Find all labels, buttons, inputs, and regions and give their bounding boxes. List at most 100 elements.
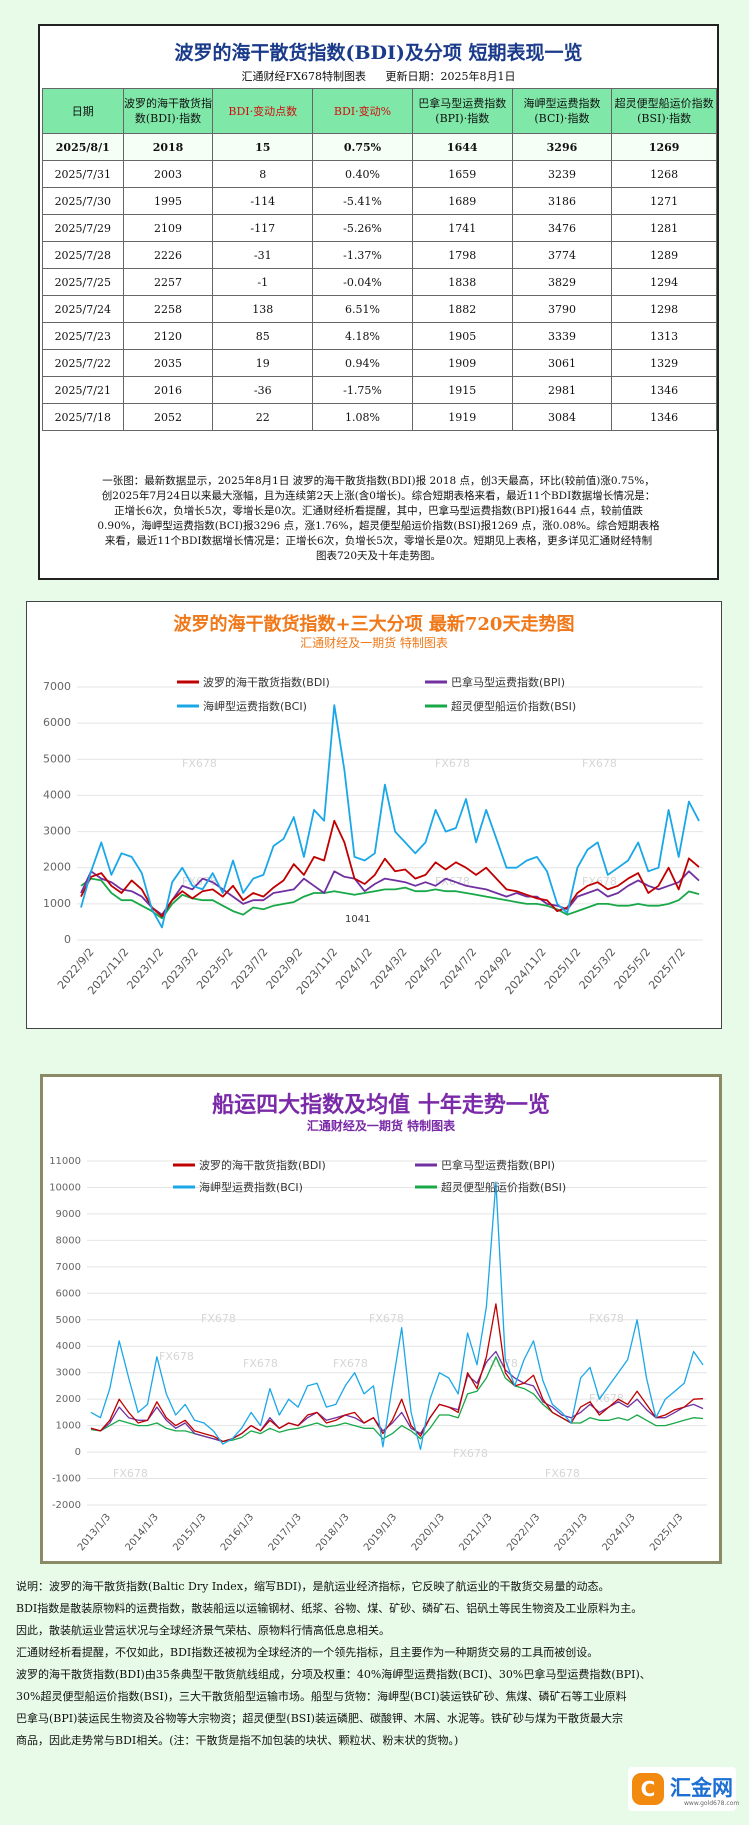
table-cell: 0.94% [312,349,413,377]
chart1-svg: 010002000300040005000600070002022/9/2202… [43,675,703,997]
table-cell: 1689 [411,187,513,215]
watermark: FX678 [369,1312,404,1325]
x-tick-label: 2015/1/3 [171,1512,208,1553]
x-tick-label: 2025/1/3 [648,1512,685,1553]
table-cell: 2025/7/22 [42,349,124,377]
watermark: FX678 [201,1312,236,1325]
table-cell: -1 [212,268,314,296]
summary-commentary: 一张图：最新数据显示，2025年8月1日 波罗的海干散货指数(BDI)报 201… [48,474,709,564]
y-tick-label: -1000 [52,1474,81,1485]
y-tick-label: 11000 [49,1156,81,1167]
table-cell: -5.26% [312,214,413,242]
x-tick-label: 2014/1/3 [124,1512,161,1553]
table-cell: 1741 [411,214,513,242]
table-cell: 22 [212,403,314,431]
table-cell: 1919 [411,403,513,431]
note-line: 因此，散装航运业营运状况与全球经济景气荣枯、原物料行情高低息息相关。 [16,1624,390,1637]
table-row: 2025/7/22 2035 19 0.94% 1909 3061 1329 [42,349,717,377]
chart2-subtitle: 汇通财经及一期货 特制图表 [306,1119,456,1133]
table-cell: -5.41% [312,187,413,215]
col-bpi: 巴拿马型运费指数(BPI)·指数 [411,88,513,134]
table-cell: -0.04% [312,268,413,296]
table-cell: -1.75% [312,376,413,404]
watermark: FX678 [589,1392,624,1405]
logo-url: www.gold678.com [684,1800,740,1807]
chart1-subtitle: 汇通财经及一期货 特制图表 [300,636,448,650]
table-cell: 1995 [122,187,214,215]
table-cell: 3476 [511,214,613,242]
table-cell: 2025/7/24 [42,295,124,323]
col-bsi: 超灵便型船运价指数(BSI)·指数 [611,88,717,134]
updated-label: 更新日期：2025年8月1日 [385,70,516,83]
table-cell: 1882 [411,295,513,323]
commentary-line: 来看，最近11个BDI数据增长情况是：正增长6次，负增长5次，零增长是0次。短期… [104,535,653,547]
x-tick-label: 2022/1/3 [505,1512,542,1553]
maker-label: 汇通财经FX678特制图表 [241,70,366,83]
summary-subtitle: 汇通财经FX678特制图表 更新日期：2025年8月1日 [40,68,717,84]
chart2-svg: -2000 -1000 0 1000 2000 3000 4000 5000 6000 7000 8… [49,1156,707,1553]
legend-label: 巴拿马型运费指数(BPI) [441,1158,555,1172]
brand-logo: C 汇金网 www.gold678.com [628,1767,740,1811]
y-tick-label: 10000 [49,1182,81,1193]
table-cell: 3084 [511,403,613,431]
table-row: 2025/7/23 2120 85 4.18% 1905 3339 1313 [42,322,717,350]
col-bdi-pct: BDI·变动% [312,88,413,134]
x-tick-label: 2016/1/3 [219,1512,256,1553]
y-tick-label: 7000 [56,1262,81,1273]
y-tick-label: 4000 [56,1341,81,1352]
table-cell: 2025/7/28 [42,241,124,269]
table-row: 2025/8/1 2018 15 0.75% 1644 3296 1269 [42,133,717,161]
watermark: FX678 [159,1350,194,1363]
summary-title: 波罗的海干散货指数(BDI)及分项 短期表现一览 [174,42,583,64]
y-tick-label: 8000 [56,1235,81,1246]
table-cell: 15 [212,133,314,161]
note-line: 30%超灵便型船运价指数(BSI)，三大干散货船型运输市场。船型与货物：海岬型(… [16,1690,627,1703]
table-cell: 1281 [611,214,717,242]
legend-label: 海岬型运费指数(BCI) [203,699,307,713]
col-bci: 海岬型运费指数(BCI)·指数 [511,88,613,134]
watermark: FX678 [243,1357,278,1370]
y-tick-label: 3000 [56,1368,81,1379]
table-cell: 1915 [411,376,513,404]
bdi-table: 日期 波罗的海干散货指数(BDI)·指数 BDI·变动点数 BDI·变动% 巴拿… [42,88,717,431]
table-cell: 1644 [411,133,513,161]
table-cell: 3296 [511,133,613,161]
commentary-line: 图表720天及十年走势图。 [315,550,442,562]
commentary-line: 创2025年7月24日以来最大涨幅，且为连续第2天上涨(含0增长)。综合短期表格… [101,490,656,502]
series-line-bsi [80,877,700,920]
commentary-line: 正增长6次，负增长5次，零增长是0次。汇通财经析看提醒，其中，巴拿马型运费指数(… [114,505,643,517]
table-cell: 3239 [511,160,613,188]
note-line: 汇通财经析看提醒，不仅如此，BDI指数还被视为全球经济的一个领先指标，且主要作为… [16,1646,599,1659]
table-cell: 2025/7/18 [42,403,124,431]
x-tick-label: 2019/1/3 [362,1512,399,1553]
table-cell: 2981 [511,376,613,404]
series-line-bdi [80,819,700,918]
table-cell: 2025/7/21 [42,376,124,404]
series-line-bpi [90,1350,704,1443]
table-row: 2025/7/31 2003 8 0.40% 1659 3239 1268 [42,160,717,188]
legend-label: 超灵便型船运价指数(BSI) [451,699,576,713]
table-cell: 2016 [122,376,214,404]
watermark: FX678 [435,757,470,770]
series-line-bsi [90,1356,704,1443]
table-row: 2025/7/18 2052 22 1.08% 1919 3084 1346 [42,403,717,431]
table-cell: 3774 [511,241,613,269]
x-tick-label: 2024/1/3 [600,1512,637,1553]
table-cell: 2025/8/1 [42,133,124,161]
table-cell: 2025/7/31 [42,160,124,188]
watermark: FX678 [589,1312,624,1325]
watermark: FX678 [333,1357,368,1370]
table-cell: 3186 [511,187,613,215]
col-bdi: 波罗的海干散货指数(BDI)·指数 [122,88,214,134]
table-cell: 1329 [611,349,717,377]
watermark: FX678 [453,1447,488,1460]
watermark: FX678 [113,1467,148,1480]
col-bdi-change: BDI·变动点数 [212,88,314,134]
y-tick-label: -2000 [52,1500,81,1511]
table-row: 2025/7/25 2257 -1 -0.04% 1838 3829 1294 [42,268,717,296]
table-cell: 2052 [122,403,214,431]
table-cell: 1313 [611,322,717,350]
x-tick-label: 2020/1/3 [410,1512,447,1553]
table-cell: 2025/7/30 [42,187,124,215]
table-cell: 2025/7/29 [42,214,124,242]
